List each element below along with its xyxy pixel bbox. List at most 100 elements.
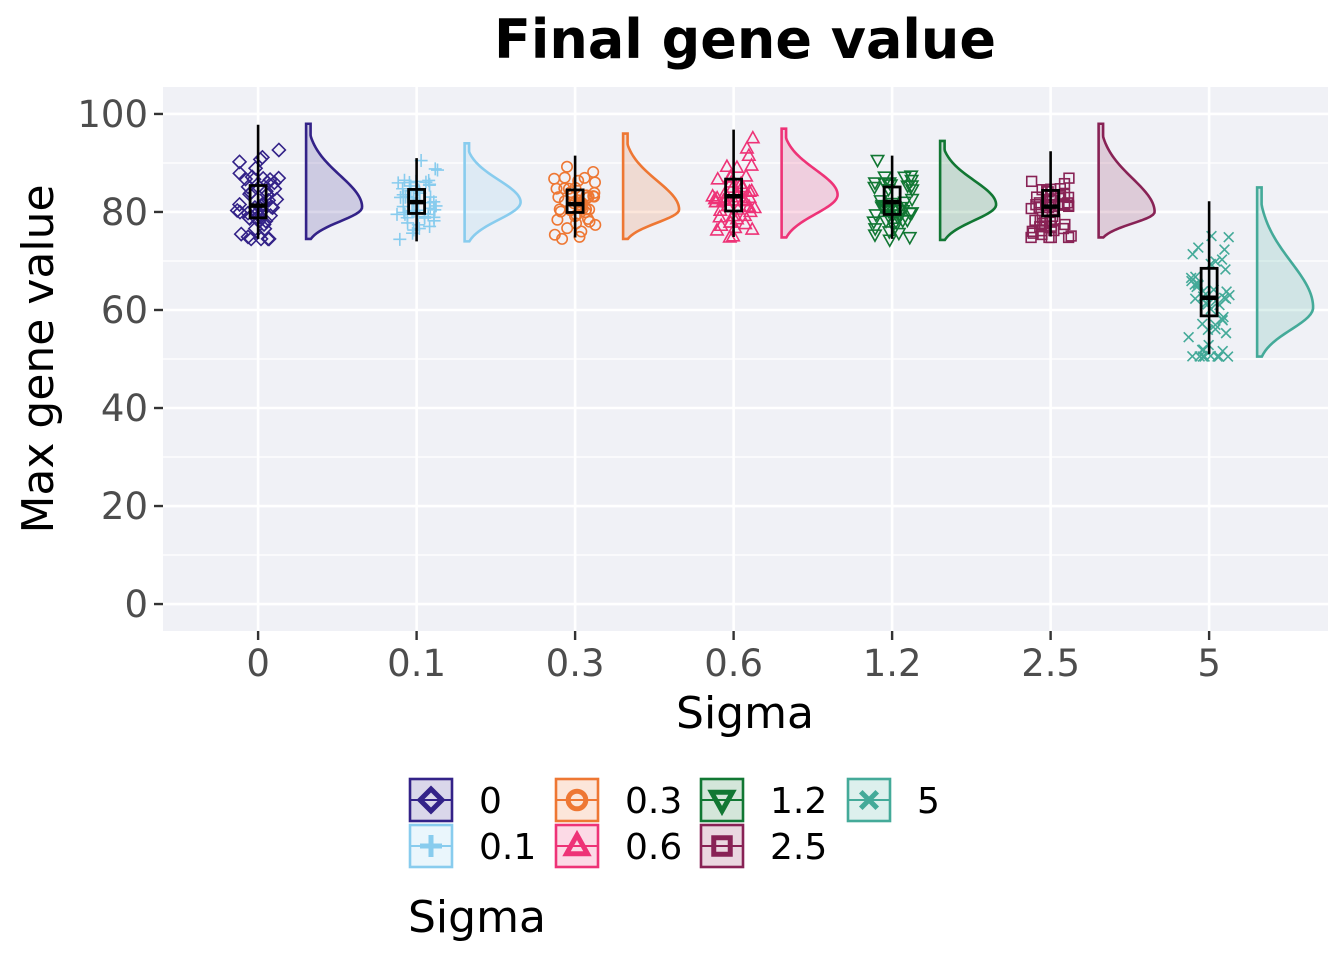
- legend-item-0: 0: [408, 777, 502, 823]
- data-point: [428, 162, 442, 176]
- data-point: [390, 207, 404, 221]
- data-point: [709, 222, 725, 236]
- y-tick-label: 80: [101, 191, 148, 234]
- x-tick-label: 1.2: [863, 642, 922, 685]
- data-point: [1025, 231, 1037, 244]
- box-iqr: [1041, 189, 1061, 218]
- data-point: [1025, 202, 1037, 215]
- y-tick-label: 60: [101, 289, 148, 332]
- data-point: [1034, 214, 1046, 226]
- data-point: [260, 231, 276, 247]
- x-tick-label: 0.6: [704, 642, 763, 685]
- data-point: [259, 175, 276, 191]
- data-point: [1223, 231, 1235, 243]
- legend-symbol: [565, 788, 589, 812]
- x-axis: 0 0.1 0.3 0.6 1.2 2.5 5: [246, 631, 1221, 685]
- data-point: [870, 154, 886, 169]
- data-point: [1183, 331, 1195, 343]
- data-point: [558, 195, 571, 208]
- legend-item-0.3: 0.3: [554, 777, 682, 823]
- x-tick-label: 2.5: [1021, 642, 1080, 685]
- x-tick-label: 0: [246, 642, 270, 685]
- series-0.1: [390, 142, 522, 246]
- legend-item-0.1: 0.1: [408, 823, 536, 869]
- data-point: [867, 181, 883, 196]
- data-point: [428, 203, 442, 217]
- box-iqr: [248, 184, 268, 220]
- data-point: [738, 168, 754, 182]
- density-violin: [938, 139, 998, 242]
- series-2.5: [1025, 122, 1156, 244]
- data-point: [1220, 327, 1232, 339]
- density-violin: [1097, 122, 1156, 239]
- data-point: [589, 218, 602, 231]
- data-point: [1026, 225, 1038, 238]
- data-point: [904, 193, 920, 208]
- data-point: [745, 130, 761, 144]
- data-point: [572, 174, 585, 187]
- data-point: [391, 176, 405, 190]
- data-point: [1219, 244, 1230, 256]
- data-point: [1065, 230, 1077, 242]
- legend-symbol: [711, 835, 733, 857]
- y-tick-label: 40: [101, 387, 148, 430]
- data-point: [252, 151, 268, 168]
- data-point: [558, 182, 571, 195]
- data-point: [1205, 303, 1217, 315]
- data-point: [878, 215, 894, 229]
- y-tick-label: 100: [77, 93, 148, 136]
- density-violin: [463, 142, 522, 243]
- data-point: [1209, 323, 1221, 335]
- legend-item-5: 5: [846, 777, 940, 823]
- data-point: [867, 177, 883, 191]
- x-tick-label: 5: [1197, 642, 1221, 685]
- y-axis: 0 20 40 60 80 100: [77, 93, 163, 626]
- data-point: [725, 228, 741, 242]
- data-point: [407, 223, 421, 237]
- data-point: [719, 158, 735, 173]
- chart-title: Final gene value: [494, 8, 996, 71]
- data-point: [561, 160, 574, 173]
- series-layer: [229, 122, 1315, 362]
- data-point: [552, 191, 565, 204]
- x-tick-label: 0.1: [387, 642, 446, 685]
- series-1.2: [866, 139, 998, 248]
- data-point: [868, 209, 884, 223]
- data-point: [741, 198, 757, 212]
- data-point: [393, 232, 407, 246]
- legend-label: 0.3: [625, 781, 682, 822]
- data-point: [1196, 318, 1208, 330]
- legend-symbol: [562, 829, 592, 857]
- data-point: [712, 202, 728, 216]
- legend-symbol: [416, 785, 446, 815]
- data-point: [867, 229, 883, 243]
- x-tick-label: 0.3: [546, 642, 605, 685]
- data-point: [253, 231, 269, 247]
- data-point: [705, 188, 721, 202]
- data-point: [587, 190, 600, 203]
- density-violin: [304, 122, 364, 241]
- data-point: [877, 171, 893, 185]
- legend-label: 5: [917, 781, 940, 822]
- data-point: [741, 147, 757, 162]
- data-point: [744, 182, 760, 197]
- data-point: [240, 229, 256, 245]
- legend: 0 0.1 0.3 0.6 1.2 2.5 5: [408, 777, 940, 869]
- data-point: [422, 173, 436, 187]
- series-0.6: [705, 127, 839, 243]
- data-point: [1194, 351, 1206, 362]
- data-point: [556, 232, 569, 245]
- data-point: [1210, 256, 1222, 268]
- data-point: [904, 207, 920, 221]
- data-point: [876, 177, 893, 192]
- series-5: [1183, 186, 1315, 362]
- density-violin: [780, 127, 839, 239]
- data-point: [232, 165, 248, 181]
- data-point: [424, 190, 438, 204]
- data-point: [587, 165, 600, 178]
- legend-label: 0: [479, 781, 502, 822]
- data-point: [1054, 183, 1066, 195]
- data-point: [578, 171, 591, 184]
- data-point: [247, 220, 263, 237]
- box-iqr: [565, 188, 585, 214]
